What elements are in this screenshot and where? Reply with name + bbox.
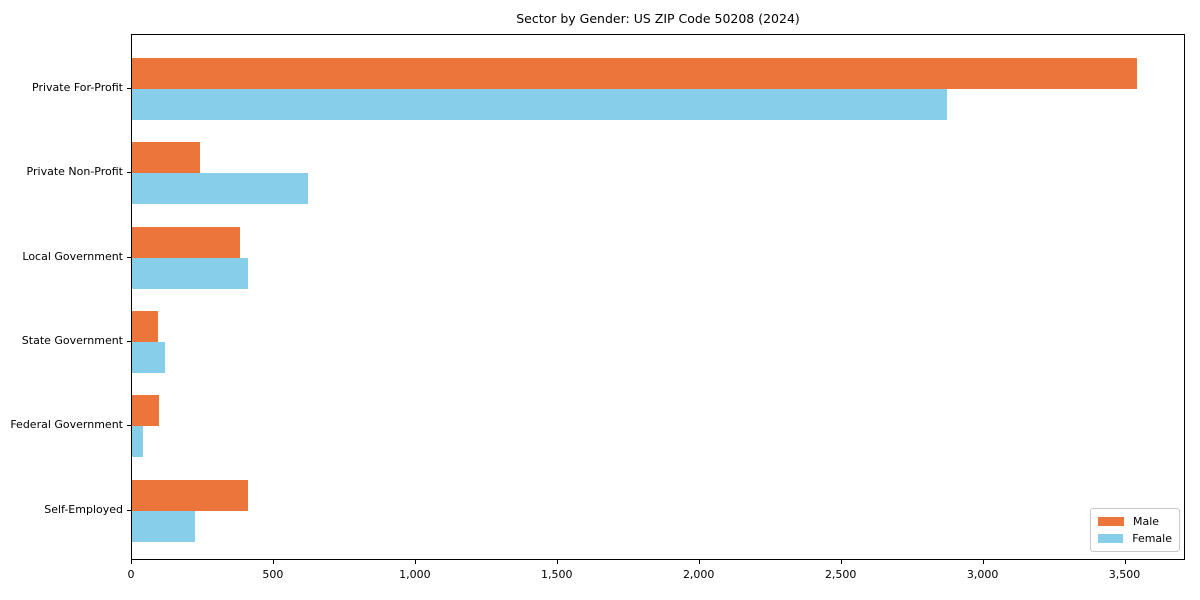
bar-female-federal-government xyxy=(132,426,144,458)
x-tick-label: 2,000 xyxy=(682,568,715,581)
x-tick-mark xyxy=(1124,560,1126,564)
female-color-swatch xyxy=(1098,534,1124,543)
male-color-swatch xyxy=(1098,517,1124,526)
bar-female-self-employed xyxy=(132,510,195,542)
y-tick-label: Local Government xyxy=(22,249,123,263)
chart-title: Sector by Gender: US ZIP Code 50208 (202… xyxy=(516,11,800,26)
y-tick-mark xyxy=(127,256,131,258)
bar-male-state-government xyxy=(132,310,158,342)
bar-male-private-for-profit xyxy=(132,58,1137,89)
y-tick-mark xyxy=(127,340,131,342)
y-tick-mark xyxy=(127,509,131,511)
bar-female-private-non-profit xyxy=(132,173,308,205)
legend-item-female: Female xyxy=(1098,532,1172,545)
bar-female-local-government xyxy=(132,257,249,289)
y-tick-label: Self-Employed xyxy=(44,502,123,516)
y-tick-label: Private For-Profit xyxy=(32,81,123,94)
bar-male-self-employed xyxy=(132,479,249,511)
bar-female-private-for-profit xyxy=(132,89,947,120)
x-tick-mark xyxy=(840,560,842,564)
x-tick-label: 3,000 xyxy=(966,568,999,581)
y-tick-mark xyxy=(127,425,131,427)
y-tick-label: Federal Government xyxy=(10,418,123,432)
x-tick-mark xyxy=(272,560,274,564)
x-tick-mark xyxy=(556,560,558,564)
x-tick-label: 1,000 xyxy=(399,568,431,581)
x-tick-label: 1,500 xyxy=(541,568,573,581)
y-tick-mark xyxy=(127,172,131,174)
bar-male-local-government xyxy=(132,226,240,258)
legend-label-male: Male xyxy=(1133,515,1160,528)
legend: Male Female xyxy=(1090,508,1180,552)
plot-area xyxy=(131,34,1185,560)
legend-label-female: Female xyxy=(1132,532,1172,545)
bar-male-federal-government xyxy=(132,395,159,427)
y-tick-mark xyxy=(127,88,131,89)
x-tick-mark xyxy=(982,560,984,564)
legend-item-male: Male xyxy=(1098,515,1172,528)
x-tick-label: 0 xyxy=(127,568,135,581)
x-tick-mark xyxy=(131,560,132,564)
x-tick-label: 2,500 xyxy=(824,568,857,581)
x-tick-label: 3,500 xyxy=(1108,568,1141,581)
y-tick-label: Private Non-Profit xyxy=(26,165,123,179)
x-tick-mark xyxy=(414,560,416,564)
bar-male-private-non-profit xyxy=(132,142,201,174)
x-tick-mark xyxy=(698,560,700,564)
x-tick-label: 500 xyxy=(262,568,284,581)
y-tick-label: State Government xyxy=(21,333,123,347)
bar-female-state-government xyxy=(132,341,165,373)
